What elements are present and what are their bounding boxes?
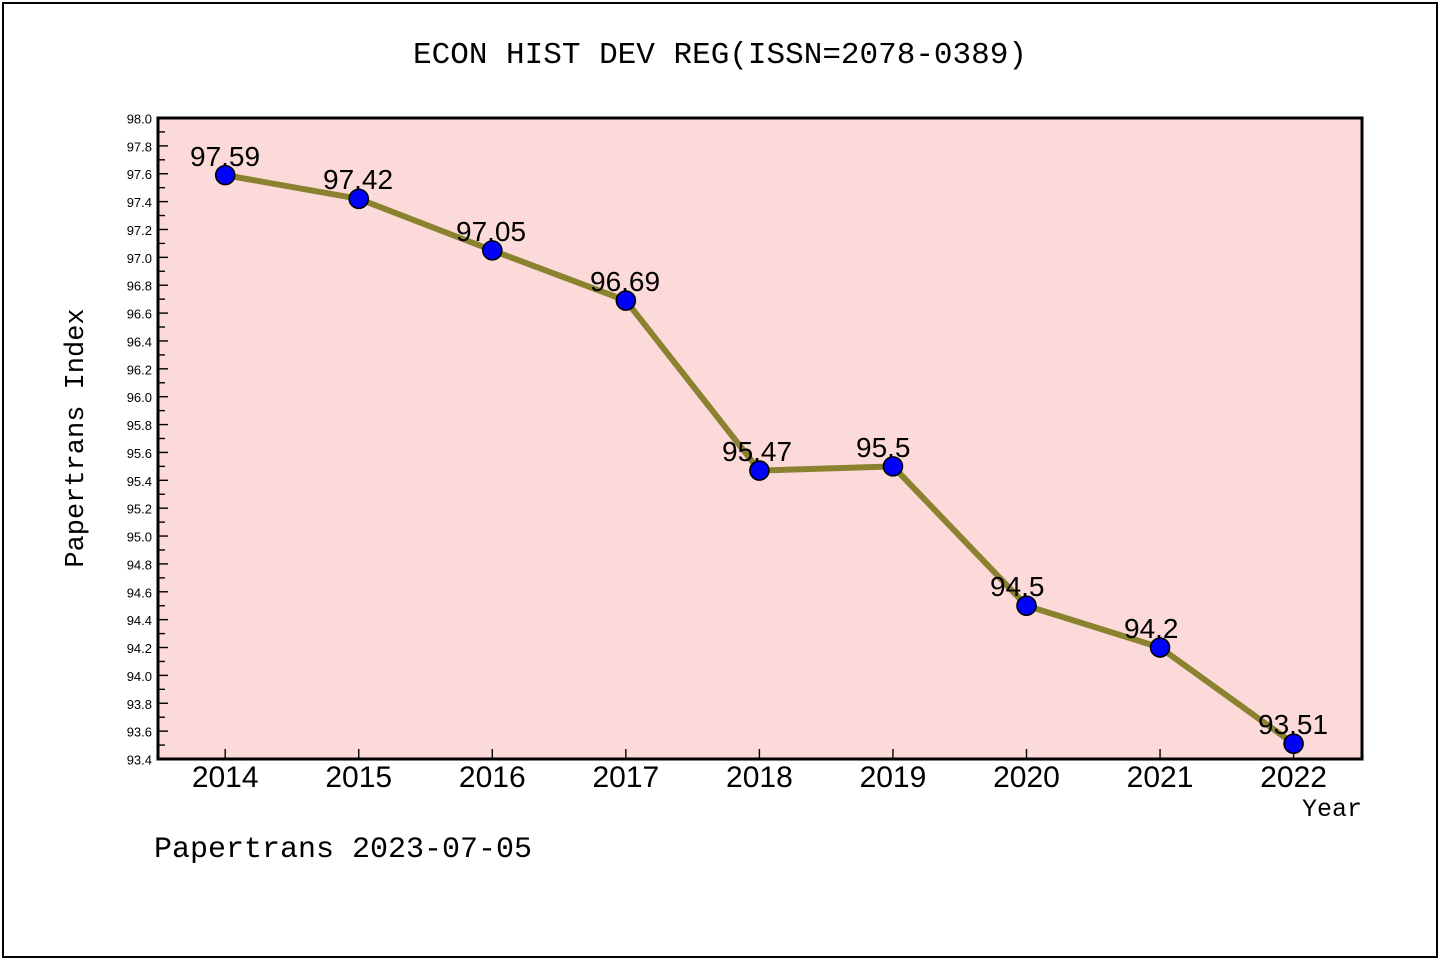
svg-text:94.2: 94.2 [1124, 613, 1179, 644]
svg-text:94.0: 94.0 [127, 669, 152, 684]
svg-text:96.4: 96.4 [127, 334, 152, 349]
svg-text:2014: 2014 [192, 761, 259, 794]
svg-text:95.0: 95.0 [127, 530, 152, 545]
svg-text:Papertrans Index: Papertrans Index [62, 308, 92, 567]
svg-text:93.8: 93.8 [127, 697, 152, 712]
svg-text:97.05: 97.05 [456, 216, 526, 247]
svg-text:93.4: 93.4 [127, 753, 152, 768]
svg-text:94.4: 94.4 [127, 613, 152, 628]
svg-text:2018: 2018 [726, 761, 793, 794]
svg-text:2015: 2015 [325, 761, 392, 794]
svg-text:95.2: 95.2 [127, 502, 152, 517]
svg-text:95.5: 95.5 [856, 432, 911, 463]
svg-text:97.8: 97.8 [127, 139, 152, 154]
svg-text:2016: 2016 [459, 761, 526, 794]
svg-text:96.0: 96.0 [127, 390, 152, 405]
svg-text:94.8: 94.8 [127, 557, 152, 572]
svg-text:96.8: 96.8 [127, 279, 152, 294]
svg-text:2021: 2021 [1127, 761, 1194, 794]
svg-text:97.0: 97.0 [127, 251, 152, 266]
svg-text:2017: 2017 [592, 761, 659, 794]
svg-text:96.69: 96.69 [590, 266, 660, 297]
svg-text:95.4: 95.4 [127, 474, 152, 489]
svg-text:95.8: 95.8 [127, 418, 152, 433]
svg-text:94.5: 94.5 [990, 571, 1045, 602]
svg-text:97.59: 97.59 [190, 141, 260, 172]
svg-text:96.6: 96.6 [127, 307, 152, 322]
svg-text:96.2: 96.2 [127, 362, 152, 377]
svg-text:97.42: 97.42 [323, 164, 393, 195]
svg-text:94.6: 94.6 [127, 585, 152, 600]
svg-text:95.6: 95.6 [127, 446, 152, 461]
svg-text:95.47: 95.47 [722, 436, 792, 467]
svg-text:2019: 2019 [860, 761, 927, 794]
svg-text:2020: 2020 [993, 761, 1060, 794]
svg-text:93.6: 93.6 [127, 725, 152, 740]
svg-text:97.6: 97.6 [127, 167, 152, 182]
svg-text:97.2: 97.2 [127, 223, 152, 238]
svg-text:97.4: 97.4 [127, 195, 152, 210]
svg-text:Year: Year [1302, 795, 1362, 824]
svg-text:2022: 2022 [1260, 761, 1327, 794]
svg-text:93.51: 93.51 [1258, 709, 1328, 740]
svg-text:94.2: 94.2 [127, 641, 152, 656]
svg-text:98.0: 98.0 [127, 112, 152, 127]
